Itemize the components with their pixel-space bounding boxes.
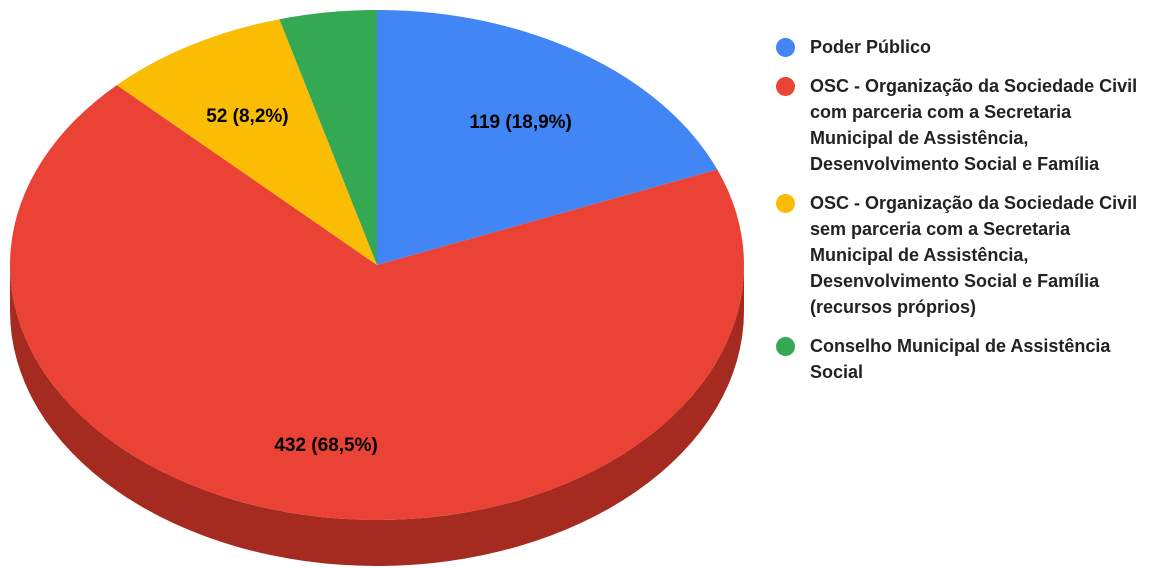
- slice-side: [10, 265, 744, 566]
- legend-item: OSC - Organização da Sociedade Civil sem…: [776, 190, 1146, 320]
- legend-swatch: [776, 38, 795, 57]
- slice: [377, 10, 718, 265]
- legend-label: OSC - Organização da Sociedade Civil com…: [810, 76, 1138, 174]
- legend-label: Conselho Municipal de Assistência Social: [810, 336, 1111, 382]
- data-label: 52 (8,2%): [206, 106, 288, 127]
- slice: [279, 10, 377, 265]
- legend-label: Poder Público: [810, 37, 932, 57]
- data-label: 119 (18,9%): [469, 112, 571, 133]
- slice: [9, 85, 744, 566]
- legend-swatch: [776, 77, 795, 96]
- slice-top: [377, 10, 718, 265]
- legend: Poder Público OSC - Organização da Socied…: [776, 34, 1146, 398]
- legend-item: Poder Público: [776, 34, 1146, 60]
- legend-item: OSC - Organização da Sociedade Civil com…: [776, 73, 1146, 177]
- legend-swatch: [776, 337, 795, 356]
- slice-top: [279, 10, 377, 265]
- slice: [116, 19, 377, 266]
- pie-area: 119 (18,9%) 432 (68,5%) 52 (8,2%): [9, 10, 744, 566]
- legend-label: OSC - Organização da Sociedade Civil sem…: [810, 193, 1138, 317]
- slice-top: [9, 85, 744, 520]
- legend-swatch: [776, 194, 795, 213]
- slice-top: [116, 19, 377, 266]
- data-label: 432 (68,5%): [274, 435, 378, 456]
- legend-item: Conselho Municipal de Assistência Social: [776, 333, 1146, 385]
